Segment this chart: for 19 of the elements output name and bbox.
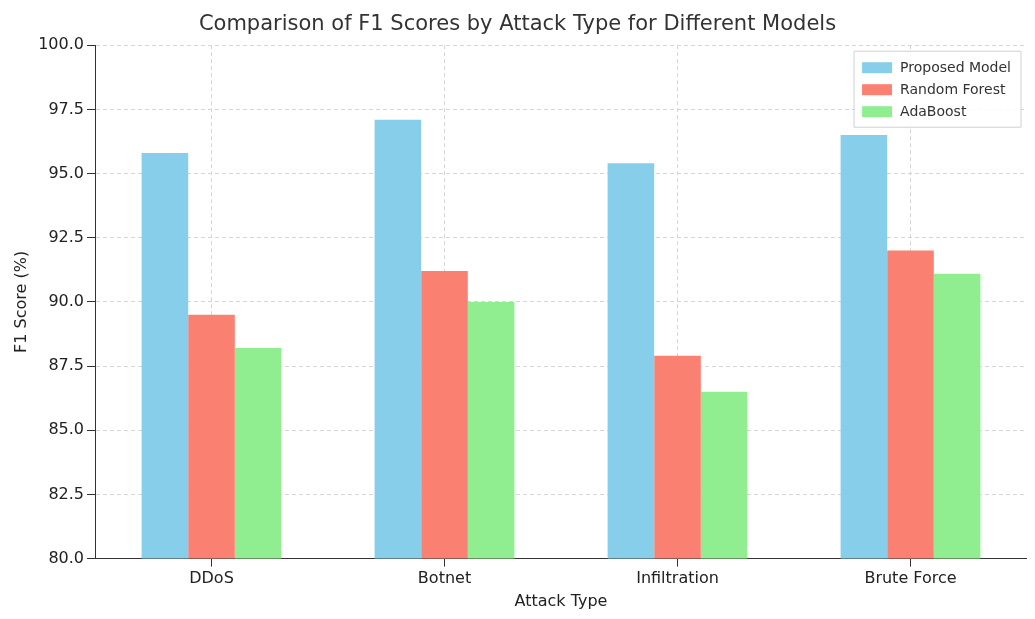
y-tick-label: 80.0	[48, 547, 84, 567]
y-tick-label: 90.0	[48, 291, 84, 311]
y-axis-title: F1 Score (%)	[10, 250, 30, 353]
x-axis-title: Attack Type	[514, 590, 608, 610]
y-tick-label: 92.5	[48, 226, 84, 246]
legend-label: AdaBoost	[900, 102, 967, 119]
chart-title: Comparison of F1 Scores by Attack Type for Different Models	[198, 11, 837, 36]
y-tick-label: 95.0	[48, 162, 84, 182]
x-tick-label: DDoS	[189, 568, 234, 588]
y-tick-label: 100.0	[38, 34, 84, 54]
y-tick-label: 87.5	[48, 355, 84, 375]
y-tick-label: 82.5	[48, 483, 84, 503]
x-tick-label: Botnet	[417, 568, 472, 588]
legend-label: Random Forest	[900, 80, 1006, 97]
y-tick-label: 97.5	[48, 98, 84, 118]
x-tick-label: Infiltration	[636, 568, 719, 588]
legend-label: Proposed Model	[900, 58, 1012, 75]
x-tick-label: Brute Force	[864, 568, 957, 588]
y-tick-label: 85.0	[48, 419, 84, 439]
